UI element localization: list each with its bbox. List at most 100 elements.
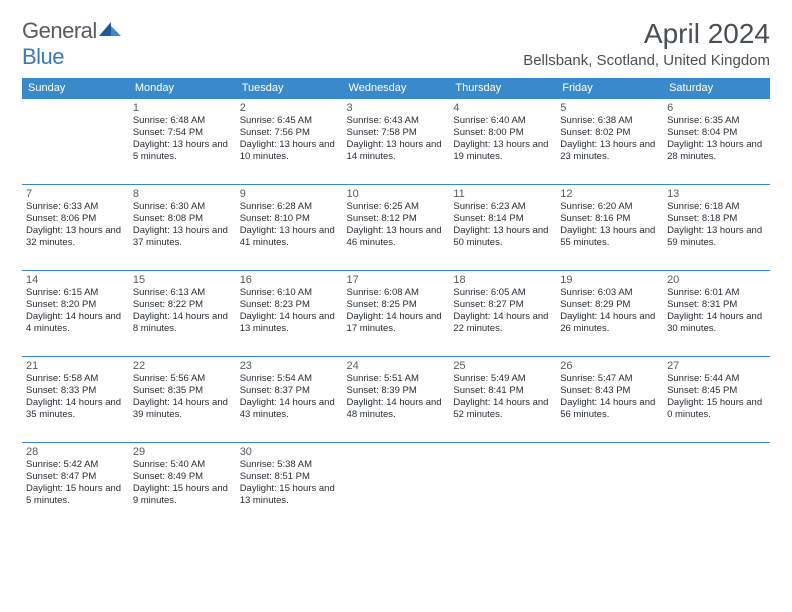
calendar-day-cell: 6Sunrise: 6:35 AMSunset: 8:04 PMDaylight…: [663, 99, 770, 185]
day-number: 3: [347, 102, 446, 114]
calendar-day-cell: [556, 443, 663, 529]
calendar-day-cell: 29Sunrise: 5:40 AMSunset: 8:49 PMDayligh…: [129, 443, 236, 529]
day-number: 29: [133, 446, 232, 458]
day-details: Sunrise: 6:40 AMSunset: 8:00 PMDaylight:…: [453, 115, 552, 163]
day-number: 16: [240, 274, 339, 286]
calendar-day-cell: 25Sunrise: 5:49 AMSunset: 8:41 PMDayligh…: [449, 357, 556, 443]
calendar-day-cell: 14Sunrise: 6:15 AMSunset: 8:20 PMDayligh…: [22, 271, 129, 357]
calendar-table: SundayMondayTuesdayWednesdayThursdayFrid…: [22, 78, 770, 529]
day-details: Sunrise: 5:47 AMSunset: 8:43 PMDaylight:…: [560, 373, 659, 421]
weekday-header: Wednesday: [343, 78, 450, 99]
calendar-page: General Blue April 2024 Bellsbank, Scotl…: [0, 0, 792, 547]
calendar-body: 1Sunrise: 6:48 AMSunset: 7:54 PMDaylight…: [22, 99, 770, 529]
day-number: 13: [667, 188, 766, 200]
day-details: Sunrise: 5:42 AMSunset: 8:47 PMDaylight:…: [26, 459, 125, 507]
weekday-header: Saturday: [663, 78, 770, 99]
calendar-week-row: 21Sunrise: 5:58 AMSunset: 8:33 PMDayligh…: [22, 357, 770, 443]
calendar-day-cell: 7Sunrise: 6:33 AMSunset: 8:06 PMDaylight…: [22, 185, 129, 271]
calendar-day-cell: 8Sunrise: 6:30 AMSunset: 8:08 PMDaylight…: [129, 185, 236, 271]
calendar-day-cell: 24Sunrise: 5:51 AMSunset: 8:39 PMDayligh…: [343, 357, 450, 443]
day-details: Sunrise: 6:15 AMSunset: 8:20 PMDaylight:…: [26, 287, 125, 335]
day-details: Sunrise: 5:58 AMSunset: 8:33 PMDaylight:…: [26, 373, 125, 421]
calendar-day-cell: 12Sunrise: 6:20 AMSunset: 8:16 PMDayligh…: [556, 185, 663, 271]
calendar-day-cell: [449, 443, 556, 529]
calendar-day-cell: [22, 99, 129, 185]
calendar-day-cell: 17Sunrise: 6:08 AMSunset: 8:25 PMDayligh…: [343, 271, 450, 357]
calendar-week-row: 14Sunrise: 6:15 AMSunset: 8:20 PMDayligh…: [22, 271, 770, 357]
day-number: 14: [26, 274, 125, 286]
day-details: Sunrise: 5:49 AMSunset: 8:41 PMDaylight:…: [453, 373, 552, 421]
day-number: 12: [560, 188, 659, 200]
day-details: Sunrise: 5:56 AMSunset: 8:35 PMDaylight:…: [133, 373, 232, 421]
calendar-day-cell: 28Sunrise: 5:42 AMSunset: 8:47 PMDayligh…: [22, 443, 129, 529]
title-block: April 2024 Bellsbank, Scotland, United K…: [523, 18, 770, 69]
calendar-week-row: 1Sunrise: 6:48 AMSunset: 7:54 PMDaylight…: [22, 99, 770, 185]
brand-mark-icon: [99, 22, 121, 38]
day-number: 10: [347, 188, 446, 200]
calendar-day-cell: 11Sunrise: 6:23 AMSunset: 8:14 PMDayligh…: [449, 185, 556, 271]
calendar-day-cell: 23Sunrise: 5:54 AMSunset: 8:37 PMDayligh…: [236, 357, 343, 443]
day-details: Sunrise: 6:33 AMSunset: 8:06 PMDaylight:…: [26, 201, 125, 249]
calendar-day-cell: [663, 443, 770, 529]
day-details: Sunrise: 6:43 AMSunset: 7:58 PMDaylight:…: [347, 115, 446, 163]
day-details: Sunrise: 5:54 AMSunset: 8:37 PMDaylight:…: [240, 373, 339, 421]
calendar-day-cell: 18Sunrise: 6:05 AMSunset: 8:27 PMDayligh…: [449, 271, 556, 357]
day-details: Sunrise: 6:48 AMSunset: 7:54 PMDaylight:…: [133, 115, 232, 163]
calendar-week-row: 28Sunrise: 5:42 AMSunset: 8:47 PMDayligh…: [22, 443, 770, 529]
day-details: Sunrise: 6:13 AMSunset: 8:22 PMDaylight:…: [133, 287, 232, 335]
page-header: General Blue April 2024 Bellsbank, Scotl…: [22, 18, 770, 70]
calendar-day-cell: 1Sunrise: 6:48 AMSunset: 7:54 PMDaylight…: [129, 99, 236, 185]
day-details: Sunrise: 6:30 AMSunset: 8:08 PMDaylight:…: [133, 201, 232, 249]
day-number: 6: [667, 102, 766, 114]
day-details: Sunrise: 6:35 AMSunset: 8:04 PMDaylight:…: [667, 115, 766, 163]
day-number: 23: [240, 360, 339, 372]
day-details: Sunrise: 6:38 AMSunset: 8:02 PMDaylight:…: [560, 115, 659, 163]
day-details: Sunrise: 5:38 AMSunset: 8:51 PMDaylight:…: [240, 459, 339, 507]
day-number: 8: [133, 188, 232, 200]
calendar-day-cell: 4Sunrise: 6:40 AMSunset: 8:00 PMDaylight…: [449, 99, 556, 185]
day-number: 4: [453, 102, 552, 114]
month-title: April 2024: [523, 18, 770, 50]
brand-logo: General Blue: [22, 18, 121, 70]
calendar-day-cell: 26Sunrise: 5:47 AMSunset: 8:43 PMDayligh…: [556, 357, 663, 443]
day-number: 21: [26, 360, 125, 372]
day-number: 18: [453, 274, 552, 286]
day-details: Sunrise: 6:45 AMSunset: 7:56 PMDaylight:…: [240, 115, 339, 163]
day-details: Sunrise: 5:40 AMSunset: 8:49 PMDaylight:…: [133, 459, 232, 507]
day-number: 17: [347, 274, 446, 286]
day-number: 7: [26, 188, 125, 200]
calendar-day-cell: 30Sunrise: 5:38 AMSunset: 8:51 PMDayligh…: [236, 443, 343, 529]
day-number: 25: [453, 360, 552, 372]
calendar-day-cell: 16Sunrise: 6:10 AMSunset: 8:23 PMDayligh…: [236, 271, 343, 357]
day-details: Sunrise: 5:44 AMSunset: 8:45 PMDaylight:…: [667, 373, 766, 421]
calendar-header-row: SundayMondayTuesdayWednesdayThursdayFrid…: [22, 78, 770, 99]
calendar-week-row: 7Sunrise: 6:33 AMSunset: 8:06 PMDaylight…: [22, 185, 770, 271]
day-details: Sunrise: 6:08 AMSunset: 8:25 PMDaylight:…: [347, 287, 446, 335]
weekday-header: Thursday: [449, 78, 556, 99]
calendar-day-cell: 15Sunrise: 6:13 AMSunset: 8:22 PMDayligh…: [129, 271, 236, 357]
calendar-day-cell: 2Sunrise: 6:45 AMSunset: 7:56 PMDaylight…: [236, 99, 343, 185]
day-details: Sunrise: 6:20 AMSunset: 8:16 PMDaylight:…: [560, 201, 659, 249]
calendar-day-cell: 5Sunrise: 6:38 AMSunset: 8:02 PMDaylight…: [556, 99, 663, 185]
weekday-header: Monday: [129, 78, 236, 99]
calendar-day-cell: 20Sunrise: 6:01 AMSunset: 8:31 PMDayligh…: [663, 271, 770, 357]
brand-text-general: General: [22, 18, 97, 43]
day-details: Sunrise: 6:05 AMSunset: 8:27 PMDaylight:…: [453, 287, 552, 335]
day-details: Sunrise: 6:18 AMSunset: 8:18 PMDaylight:…: [667, 201, 766, 249]
day-number: 9: [240, 188, 339, 200]
day-number: 26: [560, 360, 659, 372]
day-details: Sunrise: 6:03 AMSunset: 8:29 PMDaylight:…: [560, 287, 659, 335]
day-details: Sunrise: 6:25 AMSunset: 8:12 PMDaylight:…: [347, 201, 446, 249]
day-number: 5: [560, 102, 659, 114]
weekday-header: Friday: [556, 78, 663, 99]
day-number: 19: [560, 274, 659, 286]
day-details: Sunrise: 6:01 AMSunset: 8:31 PMDaylight:…: [667, 287, 766, 335]
weekday-header: Sunday: [22, 78, 129, 99]
weekday-header: Tuesday: [236, 78, 343, 99]
location-text: Bellsbank, Scotland, United Kingdom: [523, 52, 770, 69]
calendar-day-cell: 27Sunrise: 5:44 AMSunset: 8:45 PMDayligh…: [663, 357, 770, 443]
calendar-day-cell: 10Sunrise: 6:25 AMSunset: 8:12 PMDayligh…: [343, 185, 450, 271]
calendar-day-cell: 19Sunrise: 6:03 AMSunset: 8:29 PMDayligh…: [556, 271, 663, 357]
day-number: 24: [347, 360, 446, 372]
day-number: 1: [133, 102, 232, 114]
